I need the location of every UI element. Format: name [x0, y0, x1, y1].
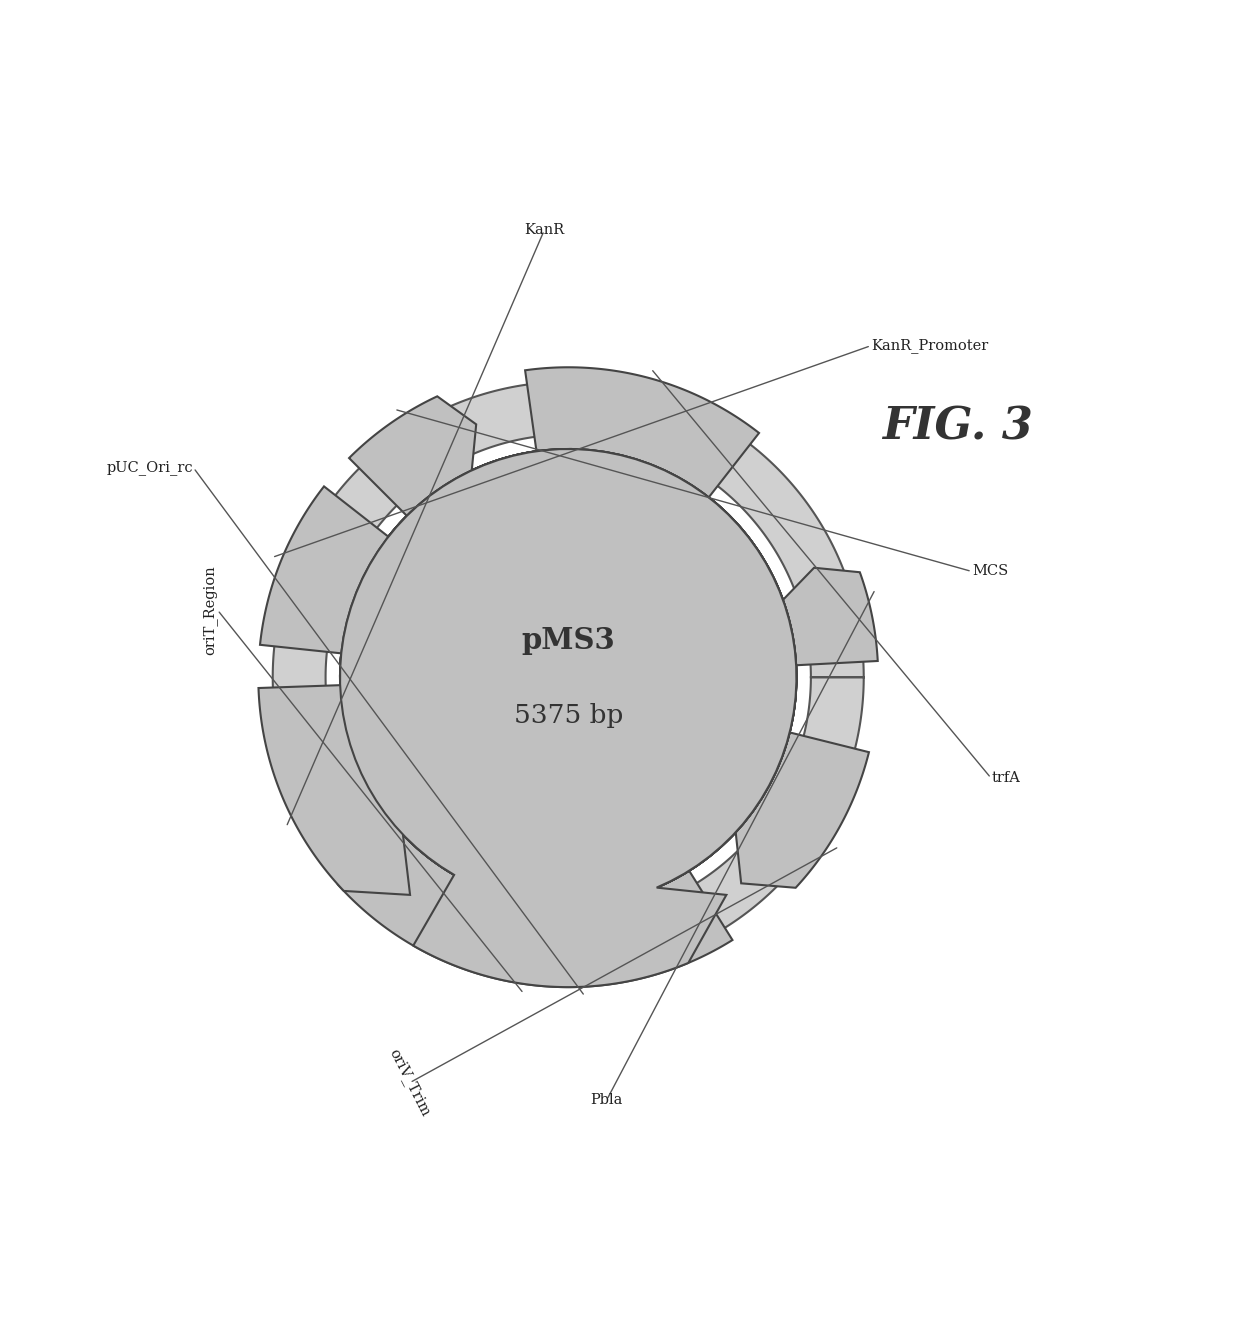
Text: pUC_Ori_rc: pUC_Ori_rc [107, 460, 193, 475]
Polygon shape [339, 449, 796, 987]
Text: KanR_Promoter: KanR_Promoter [870, 338, 988, 353]
Text: Pbla: Pbla [590, 1093, 622, 1108]
Polygon shape [340, 397, 796, 905]
Text: oriT_Region: oriT_Region [202, 565, 217, 654]
Text: KanR: KanR [525, 224, 564, 237]
Text: trfA: trfA [991, 771, 1021, 784]
Polygon shape [340, 449, 796, 987]
Text: 5375 bp: 5375 bp [513, 703, 622, 728]
Text: FIG. 3: FIG. 3 [882, 406, 1033, 449]
Text: MCS: MCS [972, 565, 1008, 578]
Text: pMS3: pMS3 [521, 626, 615, 656]
Polygon shape [340, 449, 878, 905]
Polygon shape [260, 449, 796, 905]
Polygon shape [340, 449, 869, 905]
Text: oriV_Trim: oriV_Trim [387, 1046, 433, 1118]
Polygon shape [273, 382, 864, 972]
Polygon shape [340, 367, 796, 905]
Polygon shape [258, 449, 796, 905]
